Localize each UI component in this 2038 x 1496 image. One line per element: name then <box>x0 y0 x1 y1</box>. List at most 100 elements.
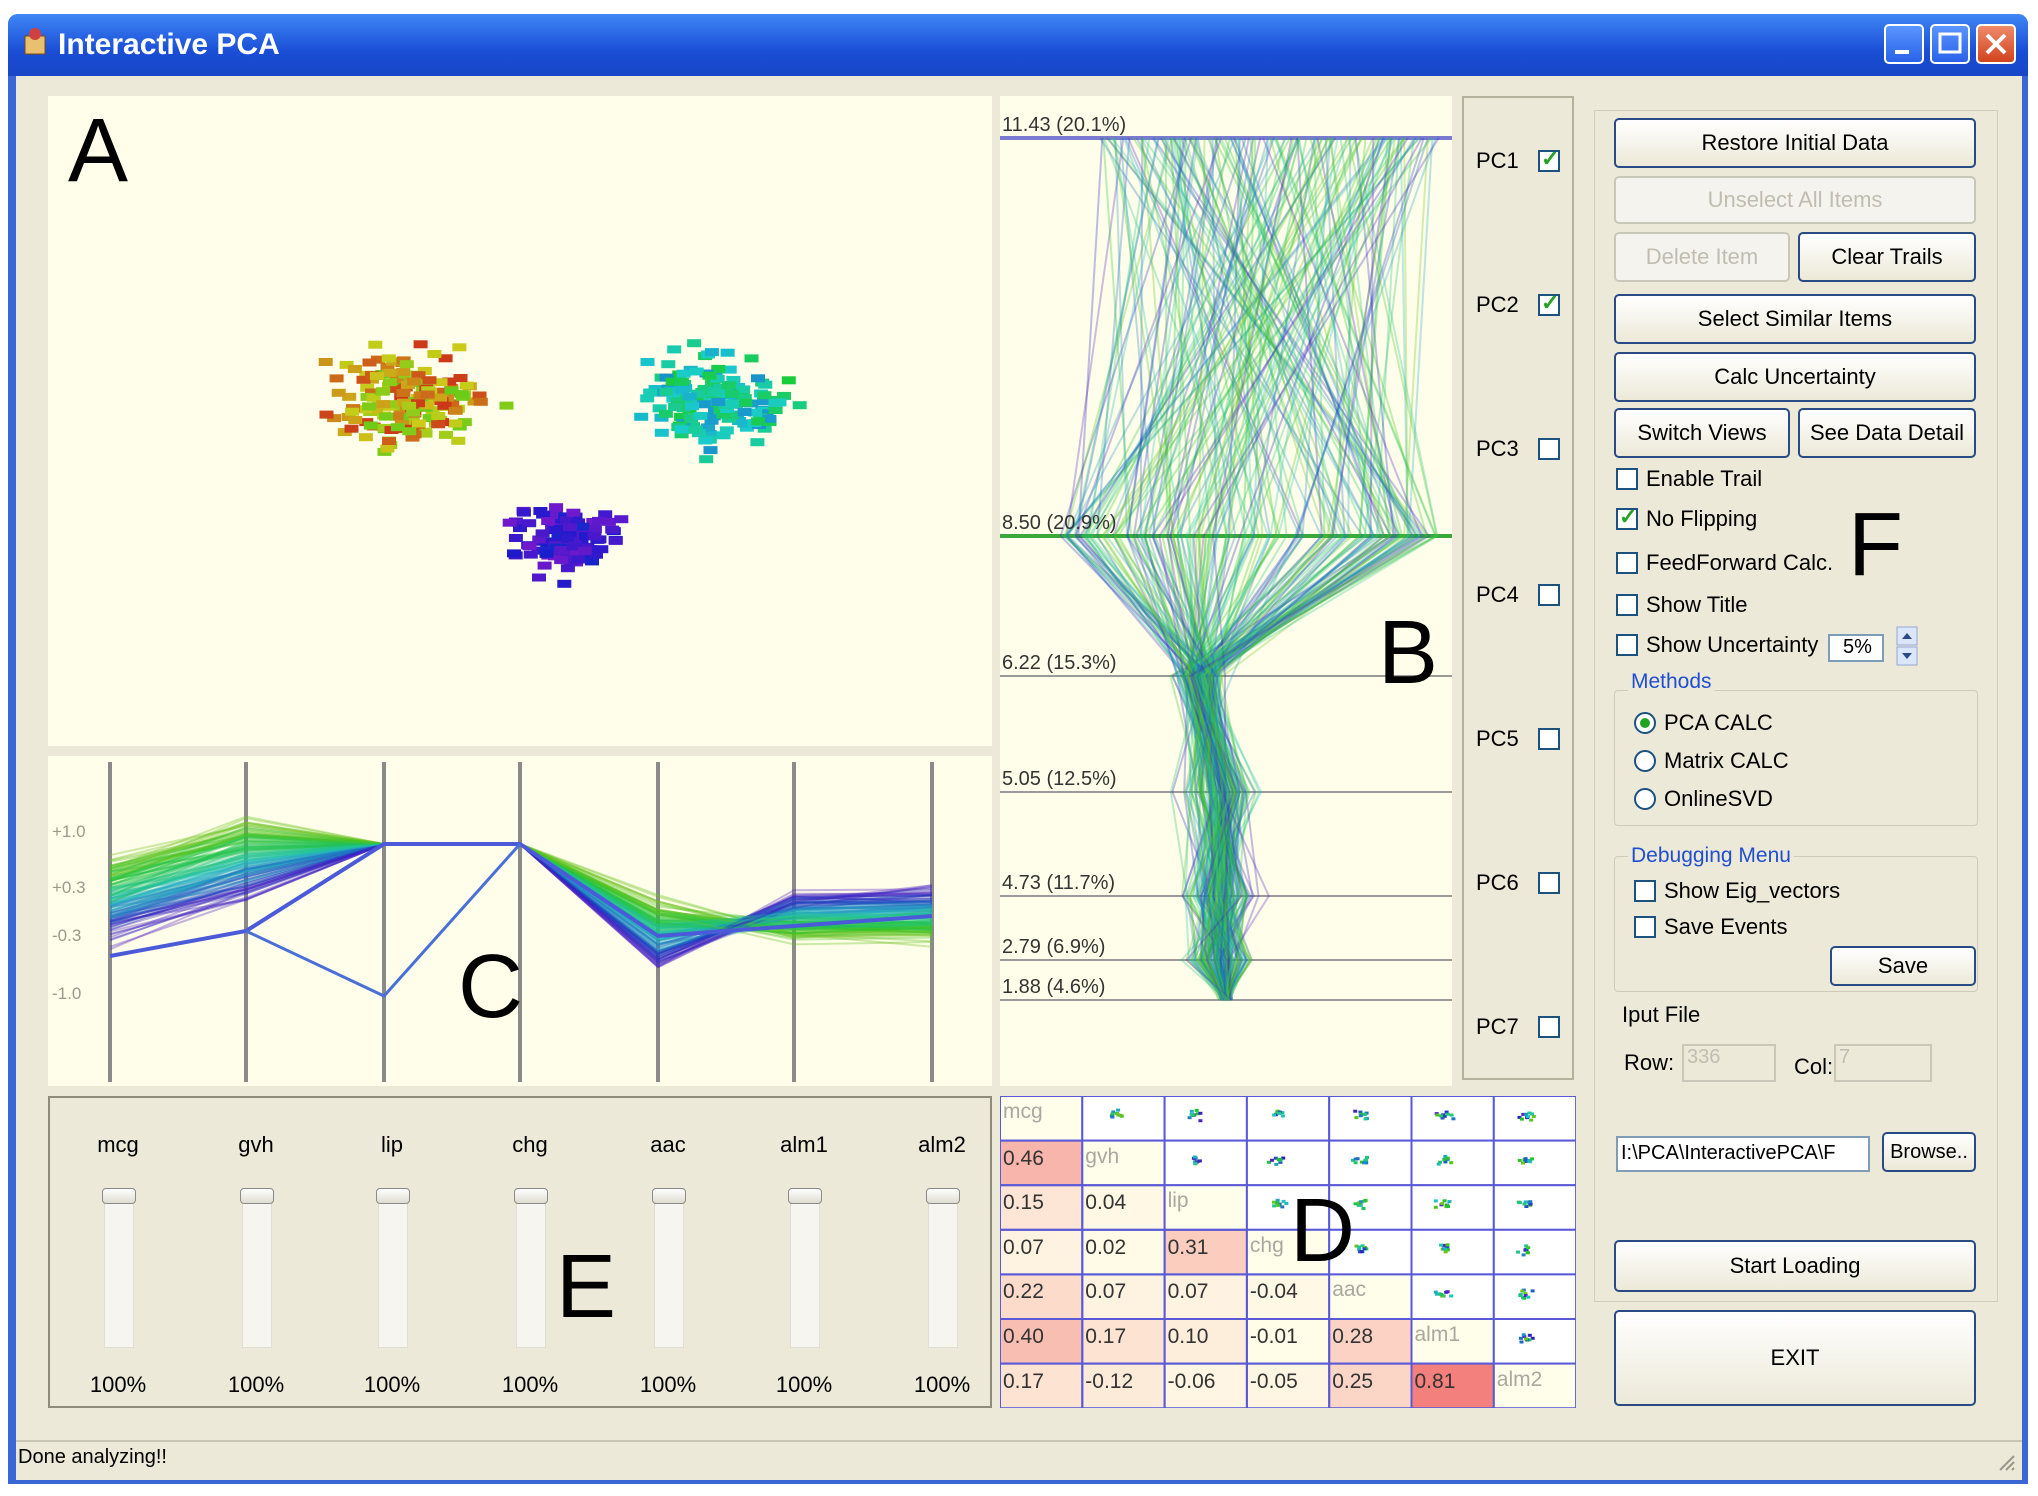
slider-track-chg[interactable] <box>516 1196 546 1348</box>
scatter-point[interactable] <box>739 423 754 432</box>
matrix-calc-radio[interactable] <box>1634 750 1656 772</box>
row-count-input[interactable]: 336 <box>1682 1044 1776 1082</box>
slider-track-aac[interactable] <box>654 1196 684 1348</box>
browse-button[interactable]: Browse.. <box>1882 1132 1976 1172</box>
scatter-point[interactable] <box>720 348 735 357</box>
scatter-point[interactable] <box>420 390 435 399</box>
scatter-point[interactable] <box>532 535 547 544</box>
slider-track-mcg[interactable] <box>104 1196 134 1348</box>
scatter-point[interactable] <box>571 555 586 564</box>
start-loading-button[interactable]: Start Loading <box>1614 1240 1976 1292</box>
resize-grip-icon[interactable] <box>1996 1452 2016 1472</box>
scatter-point[interactable] <box>682 392 697 401</box>
scatter-point[interactable] <box>605 525 620 534</box>
scatter-point[interactable] <box>508 534 523 542</box>
scatter-point[interactable] <box>363 421 378 430</box>
correlation-matrix-panel[interactable] <box>1000 1096 1576 1408</box>
scatter-point[interactable] <box>502 518 517 527</box>
scatter-point[interactable] <box>439 430 453 439</box>
scatter-point[interactable] <box>523 550 538 559</box>
scatter-point[interactable] <box>706 412 721 421</box>
scatter-point[interactable] <box>549 503 564 512</box>
scatter-plot[interactable] <box>48 96 992 746</box>
scatter-point[interactable] <box>554 546 569 554</box>
scatter-point[interactable] <box>396 389 411 397</box>
scatter-point[interactable] <box>551 531 566 540</box>
scatter-point[interactable] <box>762 414 777 423</box>
matrix-grid-cell[interactable] <box>1245 1273 1331 1320</box>
pc-parallel-panel[interactable]: B <box>1000 96 1452 1086</box>
title-bar[interactable] <box>8 14 2028 76</box>
matrix-grid-cell[interactable] <box>1328 1139 1413 1187</box>
scatter-point[interactable] <box>757 391 772 400</box>
minimize-button[interactable] <box>1884 24 1924 64</box>
scatter-point[interactable] <box>725 399 740 408</box>
scatter-point[interactable] <box>339 360 354 369</box>
matrix-grid-cell[interactable] <box>1081 1096 1166 1142</box>
scatter-point[interactable] <box>411 371 426 380</box>
scatter-point[interactable] <box>701 423 716 432</box>
slider-track-lip[interactable] <box>378 1196 408 1348</box>
scatter-point[interactable] <box>640 394 655 403</box>
scatter-point[interactable] <box>402 427 417 436</box>
scatter-point[interactable] <box>393 405 408 414</box>
close-button[interactable] <box>1976 24 2016 64</box>
scatter-point[interactable] <box>699 455 714 464</box>
matrix-grid-cell[interactable] <box>1081 1318 1166 1365</box>
scatter-point[interactable] <box>516 508 531 517</box>
scatter-point[interactable] <box>382 378 397 387</box>
scatter-point[interactable] <box>376 387 391 396</box>
scatter-point[interactable] <box>433 378 448 387</box>
scatter-point[interactable] <box>399 360 414 369</box>
scatter-point[interactable] <box>608 536 623 545</box>
scatter-point[interactable] <box>768 399 783 407</box>
scatter-point[interactable] <box>577 546 592 555</box>
slider-thumb-chg[interactable] <box>514 1188 548 1204</box>
unselect-all-items-button[interactable]: Unselect All Items <box>1614 176 1976 224</box>
onlinesvd-radio[interactable] <box>1634 788 1656 810</box>
matrix-grid-cell[interactable] <box>1245 1096 1331 1142</box>
scatter-point[interactable] <box>531 546 546 555</box>
scatter-point[interactable] <box>539 549 554 558</box>
maximize-button[interactable] <box>1930 24 1970 64</box>
scatter-point[interactable] <box>737 408 752 416</box>
uncertainty-percent-input[interactable]: 5% <box>1828 634 1884 662</box>
scatter-point[interactable] <box>696 400 711 409</box>
scatter-point[interactable] <box>431 412 446 420</box>
scatter-point[interactable] <box>549 526 564 535</box>
scatter-point[interactable] <box>358 433 373 442</box>
pc4-checkbox[interactable] <box>1538 584 1560 606</box>
scatter-point[interactable] <box>738 398 753 407</box>
scatter-point[interactable] <box>614 515 629 524</box>
scatter-point[interactable] <box>744 354 759 363</box>
matrix-grid-cell[interactable] <box>1163 1318 1248 1365</box>
scatter-point[interactable] <box>473 397 488 406</box>
slider-thumb-lip[interactable] <box>376 1188 410 1204</box>
scatter-point[interactable] <box>659 387 674 396</box>
scatter-point[interactable] <box>676 369 691 378</box>
scatter-point[interactable] <box>537 561 552 570</box>
scatter-point[interactable] <box>366 393 381 402</box>
scatter-point[interactable] <box>438 354 453 363</box>
scatter-point[interactable] <box>703 446 718 455</box>
scatter-point[interactable] <box>418 429 433 438</box>
scatter-point[interactable] <box>594 545 609 554</box>
scatter-point[interactable] <box>541 517 556 525</box>
slider-track-alm1[interactable] <box>790 1196 820 1348</box>
scatter-point[interactable] <box>674 430 689 439</box>
scatter-point[interactable] <box>380 363 395 372</box>
scatter-point[interactable] <box>721 381 736 390</box>
scatter-point[interactable] <box>407 377 422 386</box>
show-title-checkbox[interactable] <box>1616 594 1638 616</box>
scatter-point[interactable] <box>452 343 467 352</box>
scatter-point[interactable] <box>522 542 537 551</box>
matrix-grid-cell[interactable] <box>1328 1273 1413 1320</box>
scatter-point[interactable] <box>560 533 575 542</box>
scatter-point[interactable] <box>560 516 574 525</box>
scatter-point[interactable] <box>432 387 446 396</box>
scatter-point[interactable] <box>711 398 726 406</box>
scatter-point[interactable] <box>365 388 380 397</box>
scatter-point[interactable] <box>369 372 384 380</box>
scatter-point[interactable] <box>318 358 333 366</box>
scatter-point[interactable] <box>688 425 702 434</box>
